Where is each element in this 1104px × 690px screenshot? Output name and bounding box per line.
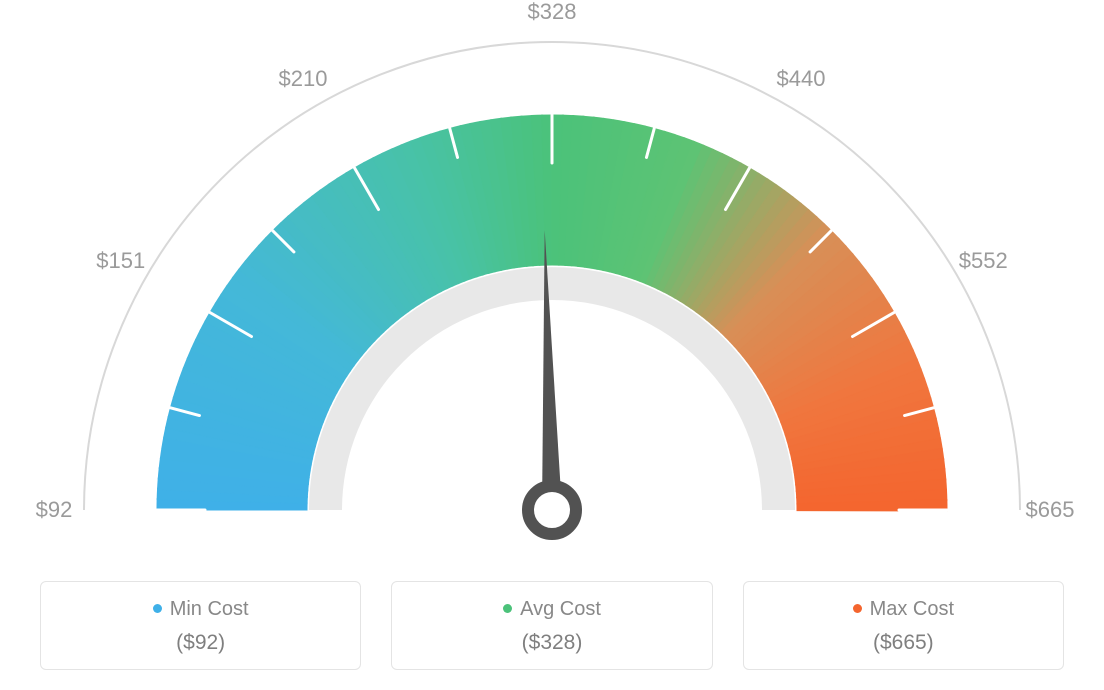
- cost-gauge-chart: $92 $151 $210 $328 $440 $552 $665 Min Cost ($9…: [0, 0, 1104, 690]
- legend-card-min: Min Cost ($92): [40, 581, 361, 670]
- gauge-svg: [0, 0, 1104, 560]
- legend-max-value: ($665): [754, 631, 1053, 655]
- tick-label: $328: [528, 0, 577, 25]
- legend-min-label: Min Cost: [51, 598, 350, 621]
- legend-avg-label: Avg Cost: [402, 598, 701, 621]
- tick-label: $552: [959, 248, 1008, 274]
- legend-card-max: Max Cost ($665): [743, 581, 1064, 670]
- tick-label: $151: [96, 248, 145, 274]
- legend-row: Min Cost ($92) Avg Cost ($328) Max Cost …: [40, 581, 1064, 670]
- tick-label: $440: [777, 66, 826, 92]
- legend-avg-value: ($328): [402, 631, 701, 655]
- gauge-area: $92 $151 $210 $328 $440 $552 $665: [0, 0, 1104, 560]
- tick-label: $92: [36, 497, 73, 523]
- legend-max-label: Max Cost: [754, 598, 1053, 621]
- tick-label: $210: [279, 66, 328, 92]
- legend-min-value: ($92): [51, 631, 350, 655]
- tick-label: $665: [1026, 497, 1075, 523]
- legend-card-avg: Avg Cost ($328): [391, 581, 712, 670]
